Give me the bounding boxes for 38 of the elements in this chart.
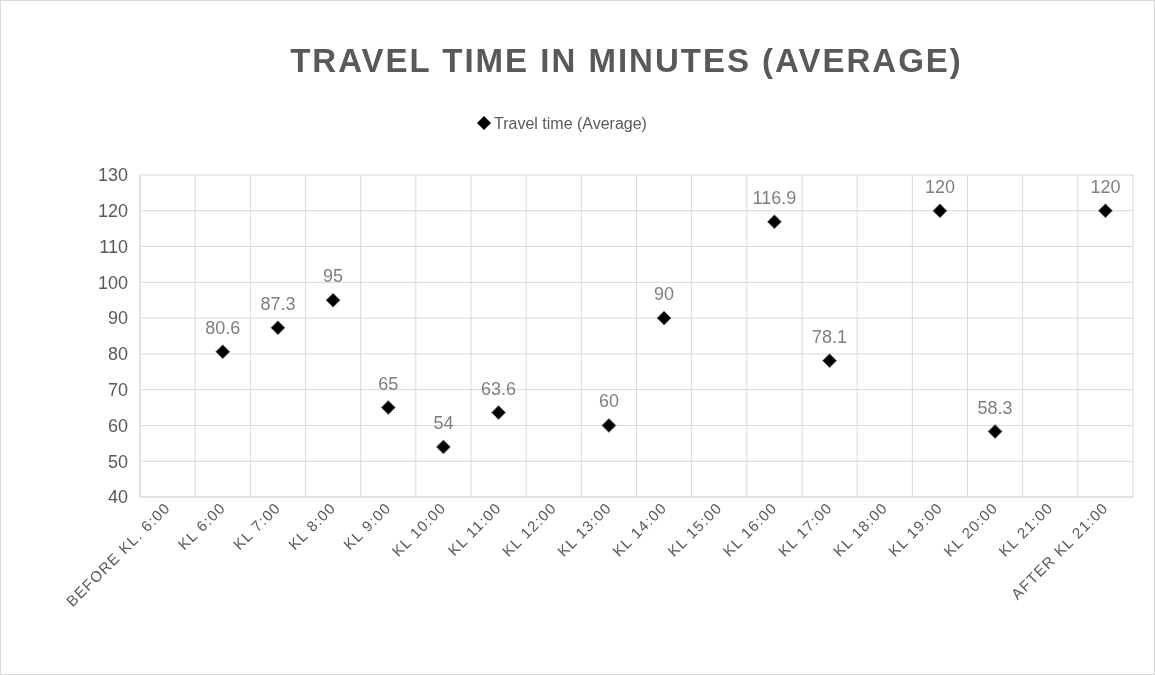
y-tick-label: 80 — [107, 344, 128, 365]
point — [987, 424, 1003, 439]
point — [380, 400, 396, 415]
point — [822, 353, 837, 369]
data-label: 90 — [654, 284, 675, 305]
y-tick-label: 110 — [99, 236, 128, 257]
point — [491, 405, 506, 420]
y-tick-label: 100 — [97, 272, 128, 293]
legend-label: Travel time (Average) — [494, 114, 647, 132]
point — [932, 203, 948, 219]
data-label: 58.3 — [977, 397, 1013, 418]
data-label: 63.6 — [481, 378, 517, 399]
point — [270, 320, 286, 336]
point — [436, 439, 451, 455]
data-label: 116.9 — [752, 187, 797, 208]
y-tick-label: 90 — [107, 308, 128, 329]
data-label: 120 — [1090, 176, 1121, 197]
data-label: 87.3 — [260, 293, 296, 314]
y-tick-label: 70 — [107, 379, 128, 400]
y-tick-label: 50 — [107, 451, 128, 472]
data-label: 80.6 — [205, 317, 241, 338]
data-label: 60 — [598, 391, 619, 412]
y-tick-label: 120 — [97, 201, 128, 222]
point — [601, 418, 617, 433]
point — [325, 292, 341, 308]
data-label: 54 — [433, 412, 454, 433]
data-label: 120 — [924, 176, 955, 197]
y-tick-label: 40 — [107, 487, 128, 508]
data-label: 95 — [323, 266, 344, 287]
point — [1098, 203, 1113, 219]
data-label: 78.1 — [812, 326, 848, 347]
y-tick-label: 130 — [97, 165, 128, 186]
y-tick-label: 60 — [107, 415, 128, 436]
point — [767, 214, 782, 230]
chart-title: TRAVEL TIME IN MINUTES (AVERAGE) — [290, 42, 963, 79]
data-label: 65 — [378, 373, 399, 394]
point — [656, 310, 672, 326]
point — [215, 344, 231, 360]
